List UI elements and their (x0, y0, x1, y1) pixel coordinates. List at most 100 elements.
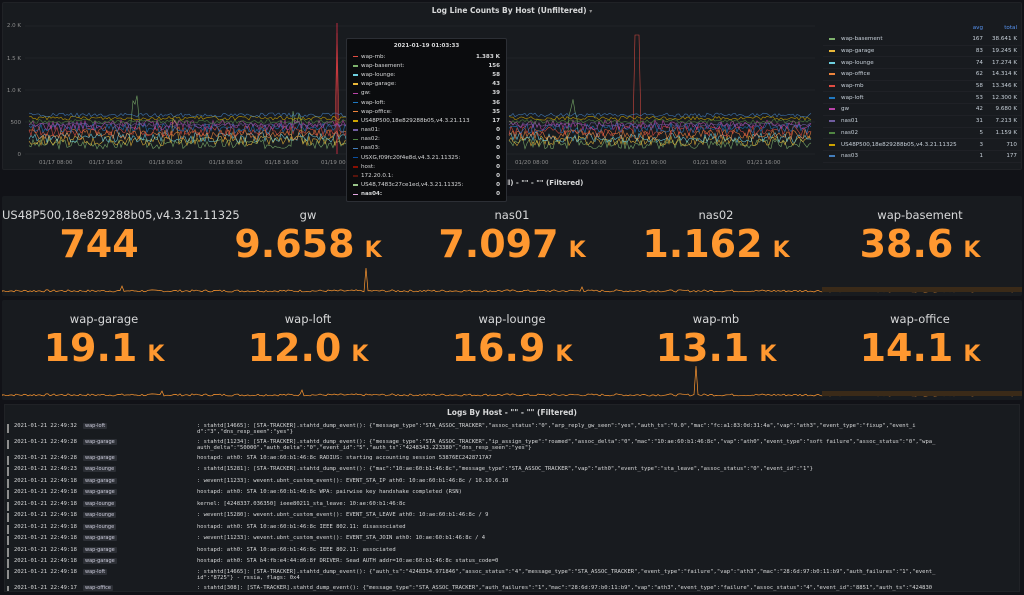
log-host-label[interactable]: wap-loft (83, 423, 108, 429)
legend-item[interactable]: wap-loft 53 12.300 K (823, 92, 1021, 105)
log-host-label[interactable]: wap-lounge (83, 500, 117, 507)
legend-item[interactable]: wap-basement 167 38.641 K (823, 34, 1021, 46)
log-row[interactable]: 2021-01-21 22:49:18 wap-lounge: wevent[15… (5, 512, 1019, 523)
stat-panel[interactable]: nas01 7.097 K (410, 196, 614, 296)
log-host-label[interactable]: wap-garage (83, 546, 117, 553)
log-row[interactable]: 2021-01-21 22:49:18 wap-loft: stahtd[1466… (5, 569, 1019, 585)
logs-panel-title[interactable]: Logs By Host - "" - "" (Filtered) (447, 408, 577, 417)
log-row[interactable]: 2021-01-21 22:49:18 wap-garage: wevent[11… (5, 477, 1019, 489)
log-level-bar (7, 424, 9, 433)
legend-item[interactable]: wap-office 62 14.314 K (823, 69, 1021, 81)
log-row[interactable]: 2021-01-21 22:49:18 wap-garage: wevent[11… (5, 535, 1019, 546)
stat-panel[interactable]: wap-loft 12.0 K (206, 300, 410, 400)
series-lines (28, 32, 812, 150)
chevron-down-icon[interactable]: ▾ (589, 8, 593, 15)
legend-item-avg: 31 (975, 118, 983, 125)
legend-item-avg: 83 (975, 48, 983, 55)
log-host-label[interactable]: wap-loft (83, 569, 108, 576)
stat-panel[interactable]: wap-office 14.1 K (818, 300, 1022, 400)
log-row[interactable]: 2021-01-21 22:49:18 wap-lounge hostapd: at… (5, 523, 1019, 535)
stat-title: wap-office (890, 312, 950, 326)
logs-panel[interactable]: 2021-01-21 22:49:32 wap-loft: stahtd[1466… (4, 404, 1020, 592)
legend-item[interactable]: US48P500,18e829288b05,v4.3.21.11325 3 710 (823, 139, 1021, 151)
legend-color-swatch (829, 143, 835, 146)
log-message: hostapd: ath0: STA 10:ae:60:b1:46:8c RAD… (197, 455, 492, 461)
log-row[interactable]: 2021-01-21 22:49:23 wap-lounge: stahtd[15… (5, 466, 1019, 477)
stat-panel[interactable]: wap-basement 38.6 K (818, 196, 1022, 296)
tooltip-color-swatch (353, 83, 358, 85)
log-row[interactable]: 2021-01-21 22:49:18 wap-garage hostapd: at… (5, 546, 1019, 558)
legend-color-swatch (829, 155, 835, 158)
tooltip-label: wap-lounge: (361, 71, 396, 78)
stat-panel[interactable]: wap-mb 13.1 K (614, 300, 818, 400)
legend-item-name[interactable]: nas01 (841, 118, 859, 125)
legend-item-name[interactable]: wap-basement (841, 36, 883, 43)
time-series-graph[interactable] (25, 21, 815, 159)
stat-panel[interactable]: US48P500,18e829288b05,v4.3.21.11325 744 (2, 196, 240, 296)
log-host-label[interactable]: wap-garage (83, 489, 117, 496)
log-row[interactable]: 2021-01-21 22:49:18 wap-garage hostapd: at… (5, 489, 1019, 500)
stat-number: 7.097 (438, 222, 559, 266)
log-row[interactable]: 2021-01-21 22:49:17 wap-office: stahtd[30… (5, 585, 1019, 592)
tooltip-row: wap-garage: 43 (347, 80, 506, 89)
stat-unit: K (963, 238, 981, 263)
legend-item-total: 38.641 K (991, 36, 1017, 43)
log-line-counts-panel[interactable]: Log Line Counts By Host (Unfiltered) ▾ 2… (2, 2, 1022, 170)
log-host-label[interactable]: wap-garage (83, 439, 117, 445)
log-row[interactable]: 2021-01-21 22:49:32 wap-loft: stahtd[1466… (5, 423, 1019, 439)
legend-item[interactable]: nas01 31 7.213 K (823, 116, 1021, 128)
log-row[interactable]: 2021-01-21 22:49:18 wap-lounge kernel: [42… (5, 500, 1019, 512)
log-row[interactable]: 2021-01-21 22:49:28 wap-garage: stahtd[11… (5, 439, 1019, 455)
log-host-label[interactable]: wap-lounge (83, 466, 117, 473)
log-row[interactable]: 2021-01-21 22:49:28 wap-garage hostapd: at… (5, 455, 1019, 466)
legend-item-name[interactable]: wap-loft (841, 94, 864, 101)
stat-title: US48P500,18e829288b05,v4.3.21.11325 (2, 208, 240, 222)
legend-item-avg: 74 (975, 59, 983, 66)
legend-item-name[interactable]: wap-office (841, 71, 871, 78)
legend-item[interactable]: nas02 5 1.159 K (823, 128, 1021, 140)
legend-item-total: 17.274 K (991, 59, 1017, 66)
legend-item-name[interactable]: wap-garage (841, 48, 875, 55)
legend-item-avg: 1 (979, 153, 983, 160)
legend-item-name[interactable]: nas03 (841, 153, 859, 160)
legend-item-name[interactable]: nas02 (841, 129, 859, 136)
legend-item[interactable]: wap-garage 83 19.245 K (823, 46, 1021, 58)
log-host-label[interactable]: wap-garage (83, 477, 117, 484)
stat-number: 13.1 (655, 326, 750, 370)
x-tick: 01/20 16:00 (573, 160, 607, 166)
log-host-label[interactable]: wap-garage (83, 535, 117, 542)
sparkline-fill (822, 287, 1022, 292)
log-host-label[interactable]: wap-lounge (83, 512, 117, 519)
panel-title[interactable]: Log Line Counts By Host (Unfiltered) ▾ (431, 6, 593, 15)
log-host-label[interactable]: wap-lounge (83, 523, 117, 530)
legend-item[interactable]: wap-mb 58 13.346 K (823, 81, 1021, 93)
tooltip-row: US48P500,18e829288b05,v4.3.21.11325: 17 (347, 116, 506, 125)
legend-item[interactable]: gw 42 9.680 K (823, 104, 1021, 116)
legend-item[interactable]: wap-lounge 74 17.274 K (823, 57, 1021, 70)
tooltip-label: nas01: (361, 127, 380, 134)
legend-item-total: 9.680 K (995, 106, 1017, 113)
stat-panel[interactable]: nas02 1.162 K (614, 196, 818, 296)
legend-avg-header[interactable]: avg (972, 25, 983, 31)
tooltip-label: wap-garage: (361, 81, 397, 88)
stat-title: wap-loft (284, 312, 332, 326)
tooltip-row: wap-office: 35 (347, 107, 506, 116)
legend-item-name[interactable]: wap-lounge (841, 59, 874, 66)
legend-item[interactable]: nas03 1 177 (823, 151, 1021, 163)
series-line (28, 112, 812, 118)
log-host-label[interactable]: wap-office (83, 585, 113, 592)
legend-total-header[interactable]: total (1004, 25, 1017, 31)
log-level-bar (7, 547, 9, 557)
stat-panel[interactable]: gw 9.658 K (206, 196, 410, 296)
legend-item-name[interactable]: US48P500,18e829288b05,v4.3.21.11325 (841, 141, 957, 148)
stat-panel[interactable]: wap-lounge 16.9 K (410, 300, 614, 400)
stat-title: nas01 (494, 208, 530, 222)
legend-item-name[interactable]: wap-mb (841, 83, 864, 90)
stat-panel[interactable]: wap-garage 19.1 K (2, 300, 206, 400)
log-host-label[interactable]: wap-garage (83, 455, 117, 461)
log-timestamp: 2021-01-21 22:49:18 (14, 512, 77, 519)
legend-item-name[interactable]: gw (841, 106, 850, 113)
log-host-label[interactable]: wap-garage (83, 557, 117, 564)
tooltip-color-swatch (353, 147, 358, 150)
log-row[interactable]: 2021-01-21 22:49:18 wap-garage hostapd: at… (5, 557, 1019, 569)
